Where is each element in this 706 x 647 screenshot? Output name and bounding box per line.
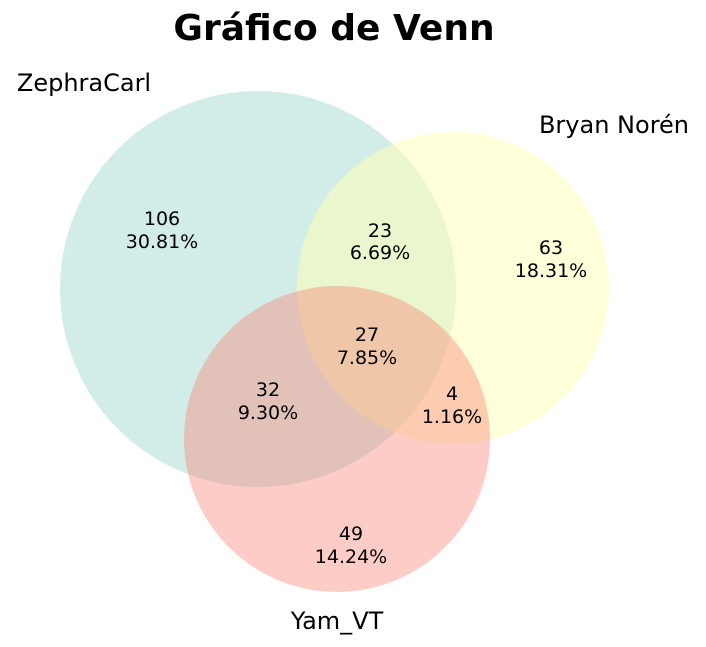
circle-bryan-noren [297,132,609,444]
region-bryan-noren-yam-vt-percent: 1.16% [422,406,482,428]
chart-title: Gráfico de Venn [173,8,494,49]
set-labels: ZephraCarl Bryan Norén Yam_VT [17,69,689,635]
region-all-three-percent: 7.85% [337,347,397,369]
set-label-zephracarl: ZephraCarl [17,69,151,97]
set-label-yam-vt: Yam_VT [290,607,384,635]
region-all-three-value: 27 [355,324,379,346]
region-zephracarl-only-percent: 30.81% [126,231,198,253]
region-zephracarl-yam-vt-percent: 9.30% [238,402,298,424]
region-yam-vt-only-percent: 14.24% [315,546,387,568]
circle-yam-vt [184,286,490,592]
region-zephracarl-bryan-noren-percent: 6.69% [350,242,410,264]
region-bryan-noren-only-value: 63 [539,237,563,259]
region-bryan-noren-yam-vt-value: 4 [446,383,458,405]
region-zephracarl-bryan-noren-value: 23 [368,220,392,242]
region-yam-vt-only-value: 49 [339,523,363,545]
venn-circles [60,91,609,592]
region-zephracarl-only-value: 106 [144,208,180,230]
region-zephracarl-yam-vt-value: 32 [256,379,280,401]
region-bryan-noren-only-percent: 18.31% [515,260,587,282]
set-label-bryan-noren: Bryan Norén [539,111,689,139]
region-labels: 106 30.81% 63 18.31% 49 14.24% 23 6.69% … [126,208,587,568]
